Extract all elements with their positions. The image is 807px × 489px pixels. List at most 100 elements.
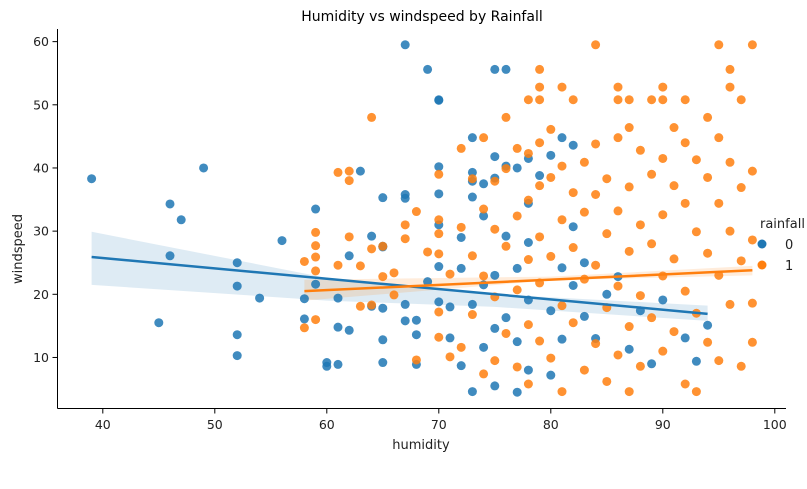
x-axis-label: humidity xyxy=(392,438,450,453)
point-rainfall-1 xyxy=(714,133,724,143)
point-rainfall-0 xyxy=(490,152,500,162)
point-rainfall-1 xyxy=(355,261,365,271)
point-rainfall-1 xyxy=(523,195,533,205)
point-rainfall-1 xyxy=(725,82,735,92)
point-rainfall-0 xyxy=(423,277,433,287)
point-rainfall-1 xyxy=(501,328,511,338)
point-rainfall-0 xyxy=(512,163,522,173)
point-rainfall-0 xyxy=(568,140,578,150)
point-rainfall-0 xyxy=(400,193,410,203)
point-rainfall-0 xyxy=(277,236,287,246)
point-rainfall-0 xyxy=(232,281,242,291)
point-rainfall-0 xyxy=(523,238,533,248)
point-rainfall-1 xyxy=(479,133,489,143)
point-rainfall-1 xyxy=(400,234,410,244)
point-rainfall-1 xyxy=(602,229,612,239)
point-rainfall-1 xyxy=(624,123,634,133)
point-rainfall-0 xyxy=(411,315,421,325)
point-rainfall-1 xyxy=(344,232,354,242)
legend-marker-0 xyxy=(757,239,767,249)
regression-line-0 xyxy=(91,255,708,316)
point-rainfall-1 xyxy=(434,307,444,317)
point-rainfall-0 xyxy=(602,289,612,299)
point-rainfall-1 xyxy=(512,143,522,153)
point-rainfall-1 xyxy=(703,248,713,258)
point-rainfall-1 xyxy=(523,255,533,265)
point-rainfall-0 xyxy=(378,303,388,313)
point-rainfall-1 xyxy=(725,226,735,236)
point-rainfall-1 xyxy=(658,271,668,281)
point-rainfall-1 xyxy=(311,252,321,262)
point-rainfall-0 xyxy=(423,64,433,74)
point-rainfall-1 xyxy=(367,300,377,310)
point-rainfall-1 xyxy=(680,138,690,148)
point-rainfall-0 xyxy=(400,316,410,326)
point-rainfall-1 xyxy=(389,290,399,300)
point-rainfall-1 xyxy=(299,256,309,266)
point-rainfall-0 xyxy=(501,313,511,323)
legend-label-0: 0 xyxy=(785,238,793,253)
point-rainfall-0 xyxy=(490,64,500,74)
regression-line-1 xyxy=(304,269,753,293)
point-rainfall-1 xyxy=(736,95,746,105)
x-tick-label: 40 xyxy=(95,417,111,432)
point-rainfall-0 xyxy=(411,330,421,340)
point-rainfall-0 xyxy=(378,335,388,345)
point-rainfall-0 xyxy=(535,171,545,181)
legend-label-1: 1 xyxy=(785,259,793,274)
point-rainfall-0 xyxy=(658,295,668,305)
point-rainfall-1 xyxy=(714,198,724,208)
point-rainfall-0 xyxy=(490,323,500,333)
point-rainfall-1 xyxy=(714,40,724,50)
point-rainfall-0 xyxy=(299,294,309,304)
point-rainfall-1 xyxy=(613,206,623,216)
point-rainfall-0 xyxy=(456,232,466,242)
y-tick-label: 40 xyxy=(33,160,49,175)
x-tick-label: 50 xyxy=(207,417,223,432)
point-rainfall-0 xyxy=(400,299,410,309)
point-rainfall-1 xyxy=(434,169,444,179)
point-rainfall-1 xyxy=(669,327,679,337)
point-rainfall-1 xyxy=(602,376,612,386)
point-rainfall-1 xyxy=(434,229,444,239)
point-rainfall-1 xyxy=(703,112,713,122)
point-rainfall-0 xyxy=(434,189,444,199)
point-rainfall-1 xyxy=(355,301,365,311)
point-rainfall-1 xyxy=(691,387,701,397)
point-rainfall-1 xyxy=(557,301,567,311)
point-rainfall-1 xyxy=(557,215,567,225)
point-rainfall-0 xyxy=(479,179,489,189)
point-rainfall-1 xyxy=(411,207,421,217)
point-rainfall-0 xyxy=(344,325,354,335)
point-rainfall-0 xyxy=(176,215,186,225)
point-rainfall-0 xyxy=(546,306,556,316)
scatter-points xyxy=(87,40,757,397)
point-rainfall-1 xyxy=(591,40,601,50)
point-rainfall-1 xyxy=(535,336,545,346)
point-rainfall-0 xyxy=(624,344,634,354)
point-rainfall-0 xyxy=(680,333,690,343)
y-tick-label: 20 xyxy=(33,287,49,302)
point-rainfall-0 xyxy=(299,314,309,324)
point-rainfall-1 xyxy=(725,64,735,74)
point-rainfall-1 xyxy=(725,299,735,309)
point-rainfall-1 xyxy=(490,224,500,234)
point-rainfall-1 xyxy=(490,356,500,366)
point-rainfall-1 xyxy=(591,339,601,349)
point-rainfall-1 xyxy=(747,40,757,50)
point-rainfall-1 xyxy=(736,361,746,371)
point-rainfall-1 xyxy=(378,272,388,282)
point-rainfall-1 xyxy=(669,254,679,264)
point-rainfall-1 xyxy=(624,322,634,332)
y-ticks: 10 20 30 40 50 60 xyxy=(33,34,58,365)
point-rainfall-1 xyxy=(635,361,645,371)
point-rainfall-0 xyxy=(490,270,500,280)
point-rainfall-1 xyxy=(445,269,455,279)
y-tick-label: 10 xyxy=(33,350,49,365)
point-rainfall-0 xyxy=(456,361,466,371)
point-rainfall-1 xyxy=(445,352,455,362)
point-rainfall-1 xyxy=(658,210,668,220)
x-tick-label: 90 xyxy=(655,417,671,432)
point-rainfall-0 xyxy=(333,322,343,332)
point-rainfall-1 xyxy=(557,387,567,397)
